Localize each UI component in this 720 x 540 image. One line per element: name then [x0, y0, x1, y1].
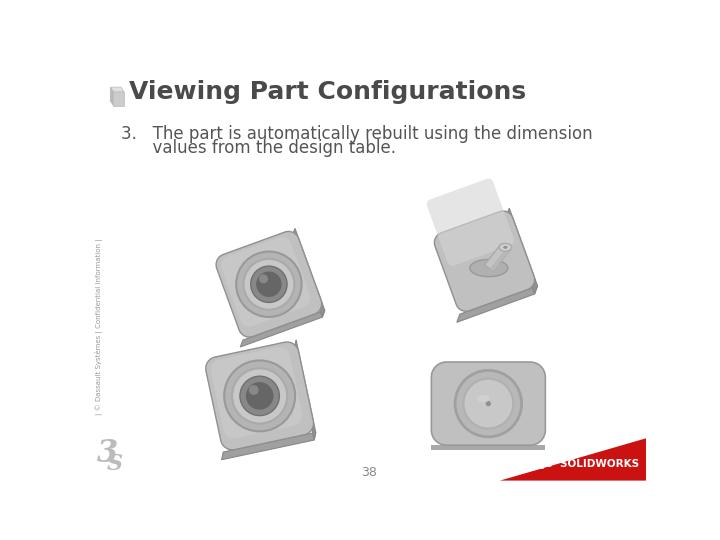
Text: | © Dassault Systèmes | Confidential Information |: | © Dassault Systèmes | Confidential Inf… — [95, 238, 103, 415]
Ellipse shape — [503, 246, 508, 249]
Circle shape — [251, 266, 287, 302]
Polygon shape — [216, 232, 322, 337]
Polygon shape — [206, 342, 314, 450]
Polygon shape — [490, 248, 510, 272]
Circle shape — [246, 382, 274, 410]
Circle shape — [243, 259, 294, 310]
Polygon shape — [240, 310, 325, 347]
Circle shape — [455, 370, 521, 437]
Ellipse shape — [499, 244, 511, 251]
Circle shape — [224, 360, 295, 431]
Polygon shape — [113, 92, 124, 106]
Text: 3: 3 — [96, 438, 118, 469]
Circle shape — [232, 368, 287, 423]
Circle shape — [259, 274, 268, 284]
Circle shape — [249, 385, 258, 395]
Polygon shape — [110, 87, 124, 92]
Ellipse shape — [477, 395, 490, 402]
Polygon shape — [434, 211, 534, 311]
Polygon shape — [222, 433, 316, 460]
Polygon shape — [292, 228, 325, 317]
Circle shape — [240, 376, 279, 416]
Polygon shape — [221, 237, 310, 326]
Ellipse shape — [470, 259, 508, 276]
Circle shape — [236, 252, 302, 317]
Text: S: S — [107, 453, 123, 475]
Polygon shape — [431, 362, 545, 445]
Polygon shape — [427, 179, 514, 266]
Circle shape — [486, 401, 491, 406]
Polygon shape — [485, 244, 510, 272]
Text: ƍS  SOLIDWORKS: ƍS SOLIDWORKS — [538, 458, 639, 469]
Circle shape — [464, 379, 513, 429]
Text: 38: 38 — [361, 467, 377, 480]
Polygon shape — [500, 438, 647, 481]
Text: 3.   The part is automatically rebuilt using the dimension: 3. The part is automatically rebuilt usi… — [121, 125, 593, 143]
Circle shape — [256, 272, 282, 297]
Polygon shape — [456, 286, 538, 322]
Polygon shape — [110, 87, 113, 106]
Text: values from the design table.: values from the design table. — [121, 139, 396, 157]
Polygon shape — [294, 340, 316, 440]
Text: Viewing Part Configurations: Viewing Part Configurations — [129, 80, 526, 104]
Polygon shape — [431, 445, 545, 450]
Polygon shape — [506, 208, 538, 294]
Polygon shape — [211, 347, 302, 438]
